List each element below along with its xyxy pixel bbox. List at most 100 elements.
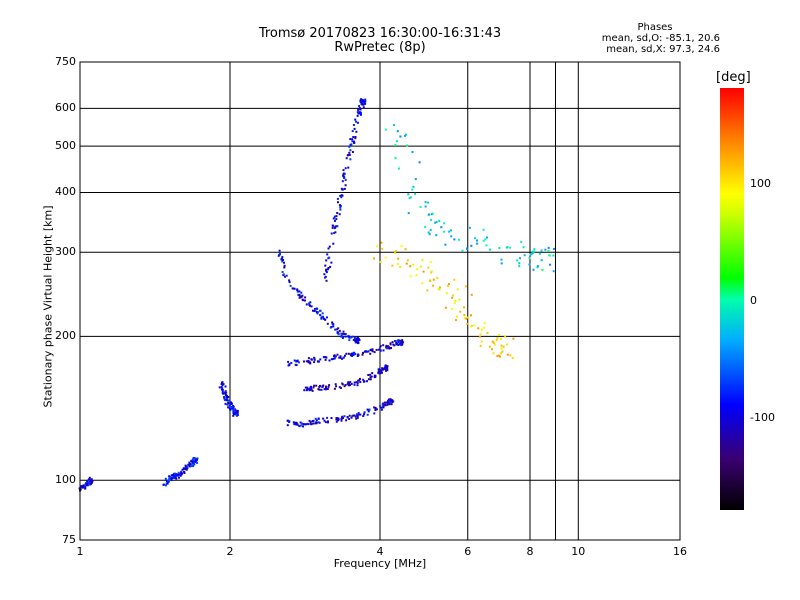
data-point (350, 382, 353, 385)
phase-stats-x: mean, sd,X: 97.3, 24.6 (606, 44, 720, 55)
data-point (344, 335, 347, 338)
data-point (332, 217, 335, 220)
data-point (480, 328, 483, 331)
y-tick-label: 750 (55, 55, 76, 68)
data-point (328, 384, 331, 387)
data-point (548, 254, 551, 257)
data-point (339, 194, 342, 197)
data-point (287, 360, 290, 363)
data-point (430, 270, 433, 273)
data-point (500, 338, 503, 340)
data-point (429, 218, 432, 221)
data-point (319, 358, 322, 361)
data-point (282, 273, 285, 276)
data-point (229, 406, 232, 409)
data-point (312, 386, 315, 389)
data-point (531, 250, 534, 253)
data-point (339, 356, 342, 359)
data-point (181, 468, 184, 471)
data-point (394, 340, 397, 343)
data-point (359, 377, 361, 380)
data-point (300, 295, 303, 298)
data-point (456, 315, 458, 318)
data-point (335, 418, 338, 421)
data-point (424, 225, 427, 228)
data-point (355, 417, 358, 420)
data-point (354, 341, 357, 344)
data-point (177, 471, 180, 474)
data-point (379, 372, 382, 375)
data-point (512, 337, 515, 340)
data-point (448, 230, 451, 233)
data-point (395, 250, 398, 253)
x-tick-label: 4 (376, 545, 384, 558)
data-point (362, 415, 365, 417)
data-point (362, 103, 365, 106)
data-point (495, 339, 498, 342)
data-point (318, 388, 321, 391)
data-point (233, 412, 236, 415)
data-point (281, 256, 284, 259)
data-point (342, 174, 345, 177)
data-point (509, 354, 512, 357)
data-point (346, 416, 349, 419)
x-tick-label: 1 (76, 545, 84, 558)
data-point (304, 296, 307, 299)
data-point (232, 410, 235, 413)
data-point (363, 380, 366, 383)
data-point (319, 384, 321, 387)
data-point (342, 335, 345, 338)
data-point (474, 237, 476, 240)
data-point (338, 356, 341, 359)
data-point (344, 333, 347, 336)
data-point (421, 282, 424, 285)
data-point (358, 111, 361, 114)
data-point (486, 236, 488, 239)
data-point (288, 363, 291, 366)
data-point (463, 314, 466, 317)
data-point (470, 244, 473, 247)
data-point (229, 408, 232, 411)
data-point (436, 276, 439, 279)
data-point (453, 302, 456, 305)
data-point (186, 466, 189, 469)
data-point (333, 357, 336, 360)
data-point (461, 249, 464, 252)
data-point (335, 385, 338, 388)
y-tick-label: 100 (55, 473, 76, 487)
data-point (280, 257, 283, 260)
data-point (390, 403, 393, 406)
data-point (431, 212, 434, 215)
data-point (348, 339, 351, 342)
data-point (308, 304, 311, 306)
data-point (342, 417, 344, 420)
data-point (352, 414, 355, 417)
data-point (331, 224, 334, 227)
data-point (326, 388, 329, 390)
data-point (295, 423, 298, 426)
data-point (349, 138, 352, 141)
data-point (500, 262, 503, 265)
data-point (451, 307, 454, 310)
data-point (355, 339, 358, 342)
data-point (185, 468, 188, 470)
data-point (292, 287, 295, 290)
data-point (414, 178, 417, 181)
data-point (326, 268, 329, 271)
data-point (312, 419, 315, 422)
data-point (80, 485, 83, 488)
data-point (444, 306, 447, 309)
data-point (235, 413, 238, 416)
data-point (340, 417, 343, 420)
data-point (342, 176, 345, 179)
data-point (298, 425, 301, 428)
data-point (346, 382, 349, 385)
data-point (422, 270, 425, 273)
data-point (313, 358, 316, 361)
data-point (220, 383, 223, 385)
data-point (536, 266, 539, 269)
data-point (363, 413, 365, 416)
data-point (354, 338, 357, 341)
data-point (191, 458, 194, 461)
